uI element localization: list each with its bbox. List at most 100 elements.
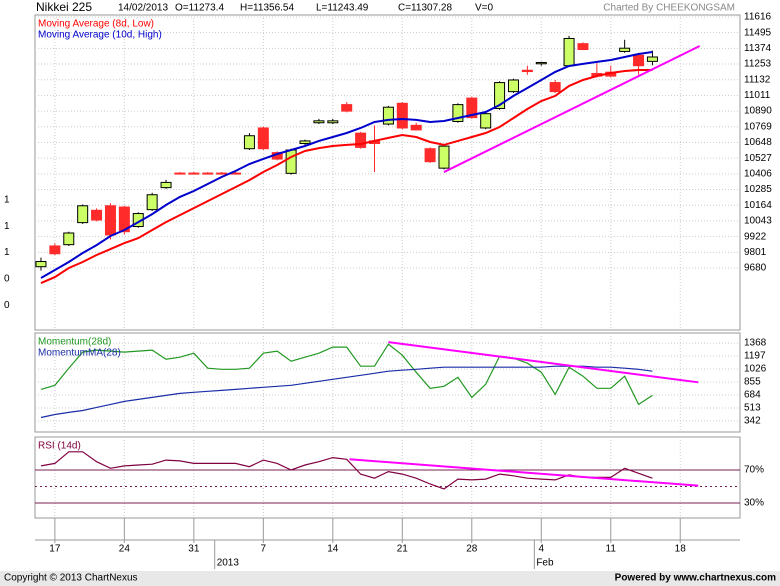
candle-body bbox=[299, 140, 311, 145]
candle-body bbox=[257, 127, 269, 150]
candle-body bbox=[216, 172, 228, 175]
header-close: C=11307.28 bbox=[398, 3, 452, 14]
y-tick-label: 1368 bbox=[744, 338, 767, 349]
stray-label: 0 bbox=[4, 300, 10, 311]
x-tick-label: 21 bbox=[397, 544, 409, 555]
x-tick-label: 28 bbox=[466, 544, 478, 555]
candle-body bbox=[49, 245, 61, 255]
trend-line bbox=[388, 341, 699, 384]
y-tick-label: 11011 bbox=[744, 90, 771, 101]
x-tick-label: 18 bbox=[675, 544, 687, 555]
candle-body bbox=[577, 43, 589, 50]
x-tick-label: 31 bbox=[188, 544, 200, 555]
footer-powered: Powered by www.chartnexus.com bbox=[615, 573, 776, 584]
legend-entry: MomentumMA(28) bbox=[38, 348, 121, 359]
header-volume: V=0 bbox=[475, 3, 494, 14]
y-tick-label: 10285 bbox=[744, 184, 772, 195]
chart-title: Nikkei 225 bbox=[36, 0, 92, 14]
x-secondary-label: Feb bbox=[536, 558, 554, 569]
footer-copyright: Copyright © 2013 ChartNexus bbox=[4, 573, 138, 584]
y-tick-label: 10769 bbox=[744, 121, 772, 132]
y-tick-label: 10406 bbox=[744, 169, 772, 180]
candle-body bbox=[410, 124, 422, 131]
y-tick-label: 10043 bbox=[744, 216, 772, 227]
y-tick-label: 11253 bbox=[744, 59, 772, 70]
candle-body bbox=[202, 172, 214, 175]
candle-body bbox=[521, 69, 533, 73]
legend-entry: RSI (14d) bbox=[38, 441, 81, 452]
candle-body bbox=[174, 172, 186, 175]
candle-body bbox=[549, 82, 561, 93]
y-tick-label: 1026 bbox=[744, 364, 767, 375]
candle-body bbox=[480, 113, 492, 129]
series-line bbox=[40, 69, 653, 285]
x-tick-label: 17 bbox=[49, 544, 61, 555]
candle-body bbox=[438, 145, 450, 169]
header-date: 14/02/2013 bbox=[118, 3, 168, 14]
candle-body bbox=[77, 205, 89, 224]
x-tick-label: 24 bbox=[119, 544, 131, 555]
y-tick-label: 10648 bbox=[744, 137, 772, 148]
y-tick-label: 513 bbox=[744, 403, 761, 414]
candle-body bbox=[452, 104, 464, 122]
y-tick-label: 9922 bbox=[744, 231, 767, 242]
y-tick-label: 11495 bbox=[744, 27, 772, 38]
legend-entry: Momentum(28d) bbox=[38, 337, 111, 348]
header-credit: Charted By CHEEKONGSAM bbox=[603, 3, 735, 14]
candle-body bbox=[327, 120, 339, 124]
panel-frame bbox=[34, 436, 741, 519]
stray-label: 1 bbox=[4, 247, 10, 258]
series-line bbox=[40, 365, 653, 419]
candle-body bbox=[535, 61, 547, 65]
y-tick-label: 10164 bbox=[744, 200, 772, 211]
y-tick-label: 684 bbox=[744, 390, 761, 401]
y-tick-label: 70% bbox=[744, 465, 764, 476]
candle-body bbox=[355, 132, 367, 148]
candle-body bbox=[633, 54, 645, 67]
stray-label: 0 bbox=[4, 274, 10, 285]
candle-body bbox=[160, 181, 172, 189]
trend-line bbox=[443, 45, 701, 173]
footer-bar bbox=[0, 571, 780, 586]
y-tick-label: 10890 bbox=[744, 106, 772, 117]
y-tick-label: 11374 bbox=[744, 43, 772, 54]
candle-body bbox=[507, 79, 519, 93]
y-tick-label: 9680 bbox=[744, 263, 767, 274]
y-tick-label: 10527 bbox=[744, 153, 772, 164]
candle-body bbox=[313, 120, 325, 124]
legend-entry: Moving Average (8d, Low) bbox=[38, 19, 154, 30]
series-line bbox=[40, 451, 653, 490]
candle-body bbox=[285, 149, 297, 174]
header-high: H=11356.54 bbox=[240, 3, 294, 14]
candle-body bbox=[63, 232, 75, 246]
candle-body bbox=[424, 148, 436, 163]
x-secondary-label: 2013 bbox=[217, 558, 240, 569]
candle-body bbox=[563, 37, 575, 67]
candle-body bbox=[396, 102, 408, 129]
candle-body bbox=[35, 261, 47, 268]
panel-frame bbox=[34, 14, 741, 331]
candle-body bbox=[243, 135, 255, 150]
y-tick-label: 9801 bbox=[744, 247, 767, 258]
header-low: L=11243.49 bbox=[316, 3, 369, 14]
candle-body bbox=[646, 56, 658, 62]
y-tick-label: 30% bbox=[744, 498, 764, 509]
y-tick-label: 11616 bbox=[744, 12, 772, 23]
candle-body bbox=[188, 172, 200, 175]
series-line bbox=[40, 51, 653, 279]
candle-body bbox=[91, 209, 103, 221]
candle-body bbox=[118, 206, 130, 233]
y-tick-label: 855 bbox=[744, 377, 761, 388]
legend-entry: Moving Average (10d, High) bbox=[38, 30, 162, 41]
x-tick-label: 11 bbox=[606, 544, 617, 555]
series-line bbox=[40, 343, 653, 406]
y-tick-label: 11132 bbox=[744, 74, 771, 85]
candle-body bbox=[494, 82, 506, 110]
x-tick-label: 4 bbox=[538, 544, 544, 555]
y-tick-label: 342 bbox=[744, 416, 761, 427]
x-tick-label: 14 bbox=[327, 544, 339, 555]
y-tick-label: 1197 bbox=[744, 351, 766, 362]
candle-body bbox=[341, 104, 353, 112]
